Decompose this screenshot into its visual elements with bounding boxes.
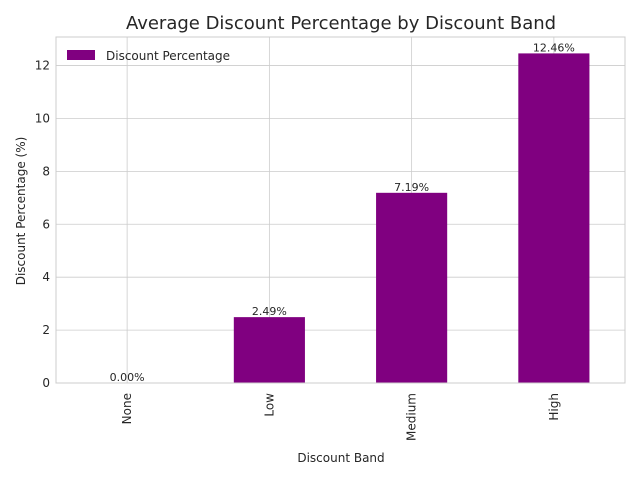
legend-swatch (67, 50, 95, 60)
chart-title: Average Discount Percentage by Discount … (126, 13, 556, 34)
x-tick-label-none: None (120, 393, 134, 424)
y-tick-label: 4 (42, 270, 50, 284)
y-tick-label: 10 (35, 111, 50, 125)
legend: Discount Percentage (67, 49, 230, 63)
bar-medium (376, 192, 448, 383)
y-tick-labels: 0 2 4 6 8 10 12 (35, 59, 50, 390)
x-axis-label: Discount Band (297, 451, 384, 465)
plot-frame (55, 36, 626, 384)
y-tick-label: 0 (42, 376, 50, 390)
y-axis-label: Discount Percentage (%) (14, 137, 28, 286)
data-label-low: 2.49% (252, 305, 287, 318)
x-tick-label-low: Low (262, 393, 276, 417)
data-label-medium: 7.19% (394, 181, 429, 194)
bar-low (233, 317, 305, 383)
bar-high (518, 53, 590, 384)
y-tick-label: 12 (35, 59, 50, 73)
bars (233, 53, 590, 384)
data-labels: 0.00% 2.49% 7.19% 12.46% (110, 41, 575, 384)
x-tick-label-medium: Medium (405, 393, 419, 441)
y-tick-label: 8 (42, 164, 50, 178)
legend-label: Discount Percentage (106, 49, 230, 63)
y-tick-label: 6 (42, 217, 50, 231)
data-label-none: 0.00% (110, 371, 145, 384)
x-tick-labels: None Low Medium High (120, 393, 561, 441)
y-tick-label: 2 (42, 323, 50, 337)
x-tick-label-high: High (547, 393, 561, 421)
data-label-high: 12.46% (533, 41, 575, 54)
